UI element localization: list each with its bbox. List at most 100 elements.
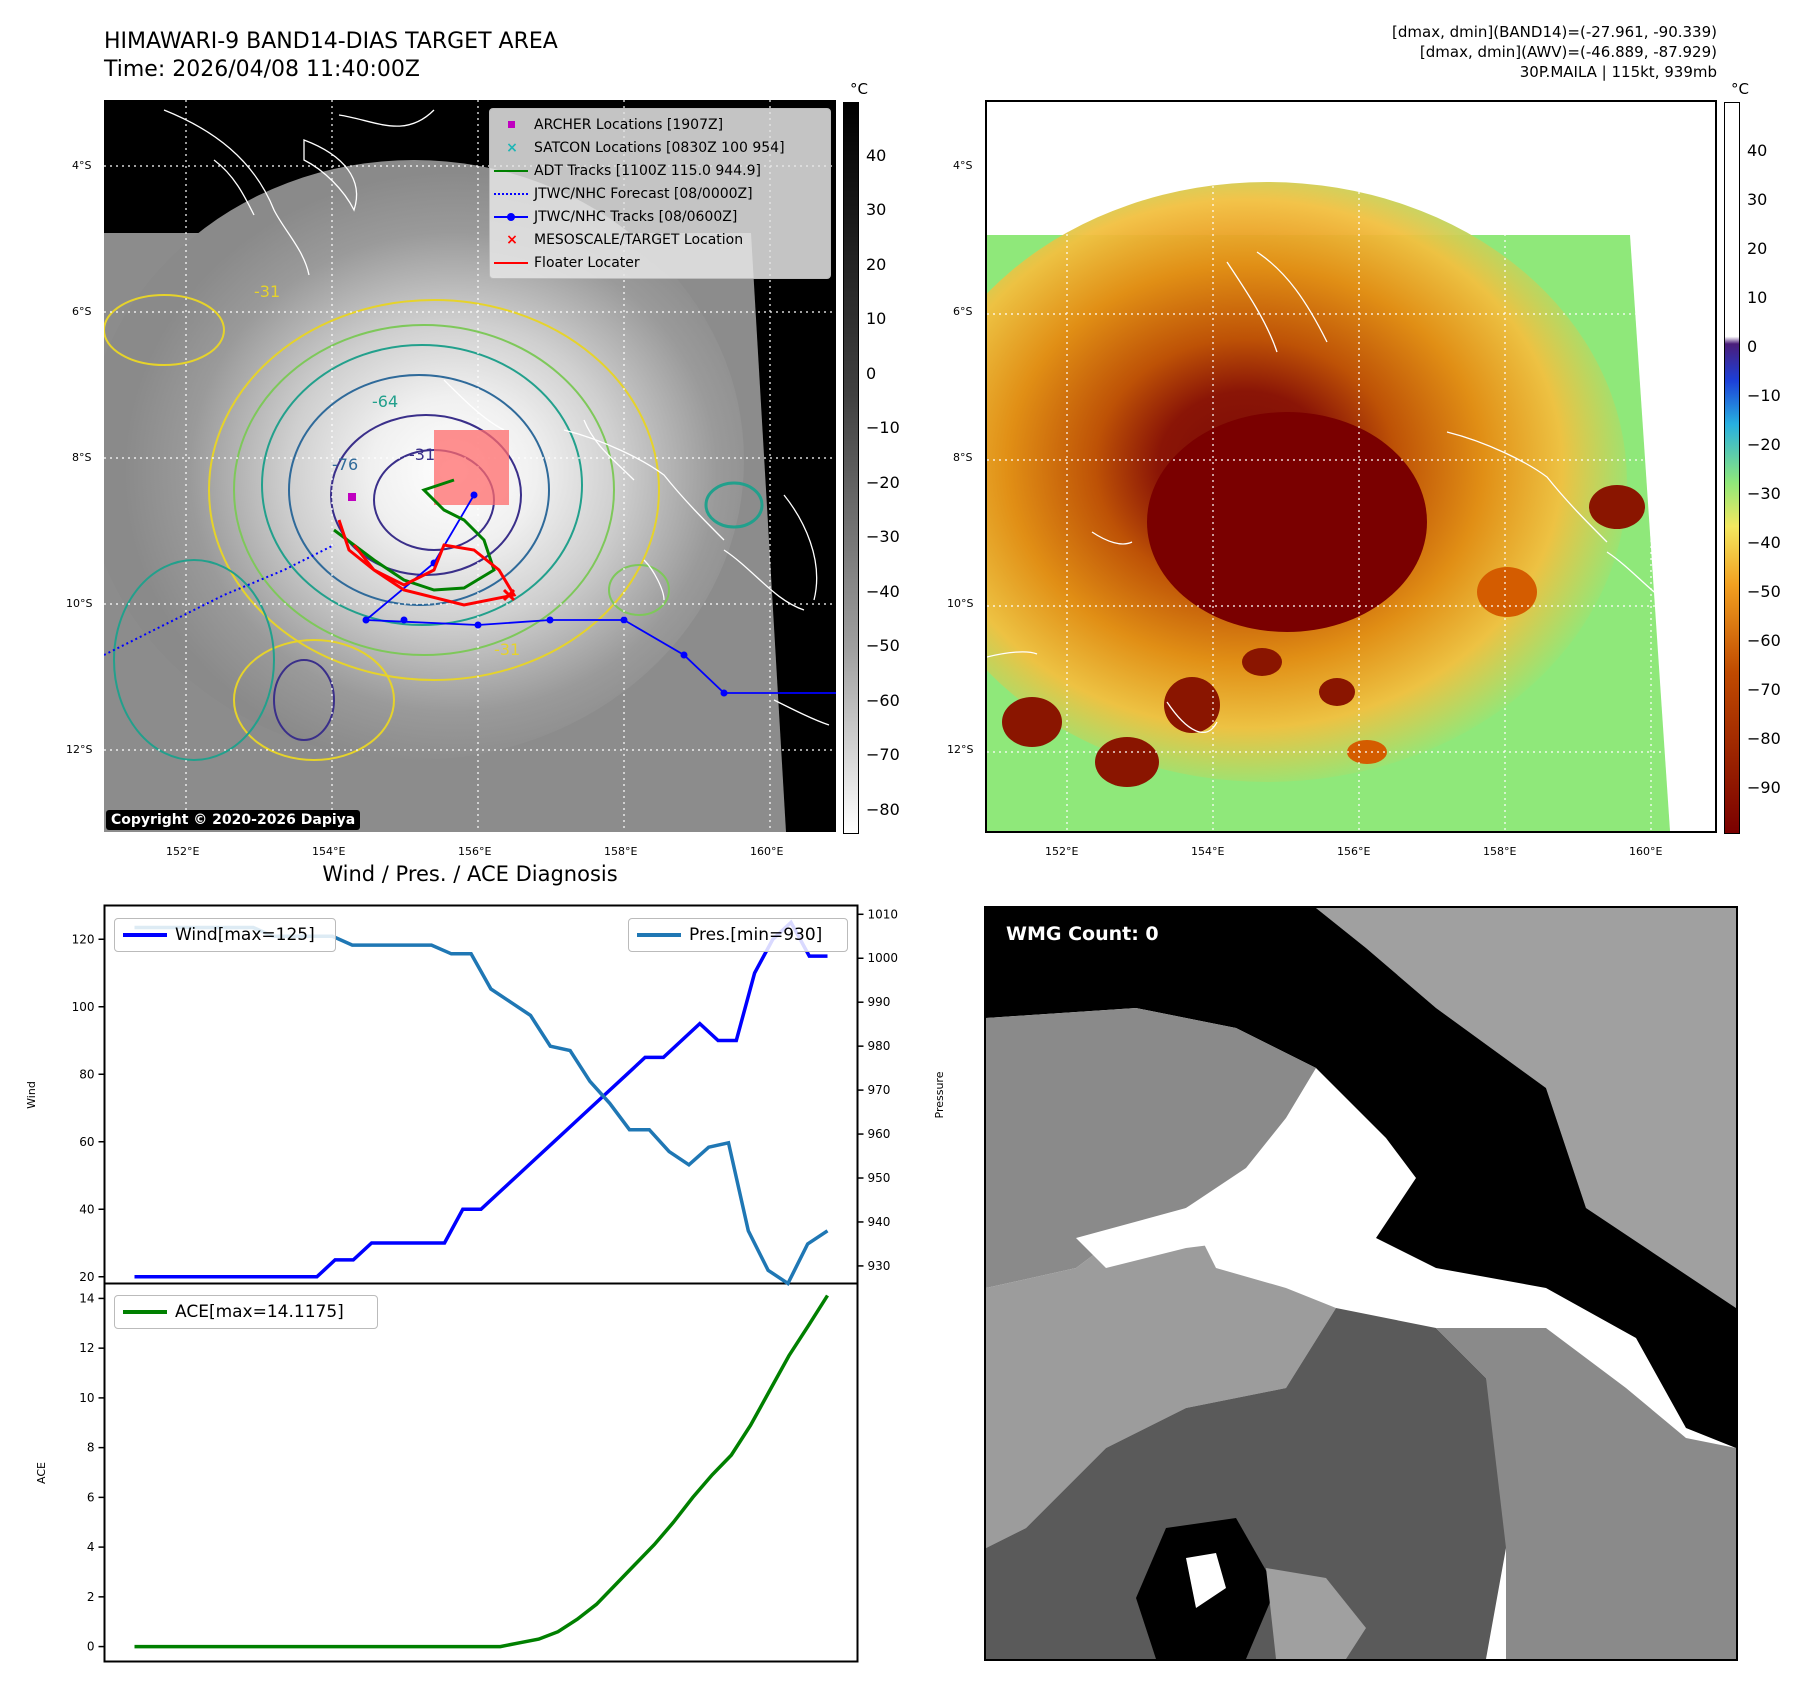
ir-lat-label: 6°S xyxy=(72,305,92,318)
contour-label-1: -31 xyxy=(254,282,280,301)
ace-axis-tick-label: 12 xyxy=(79,1341,94,1355)
ir-lon-label: 152°E xyxy=(166,845,200,858)
awv-lat-label: 4°S xyxy=(953,159,973,172)
contour-label-5: -31 xyxy=(409,445,435,464)
awv-cb-tick: −40 xyxy=(1747,533,1781,552)
ir-lon-label: 158°E xyxy=(604,845,638,858)
ir-lon-label: 156°E xyxy=(458,845,492,858)
awv-lat-label: 10°S xyxy=(947,597,974,610)
wmg-region-gray-right xyxy=(1436,1328,1736,1659)
pressure-axis: 930 940 950 960 970 980 990 1000 1010 xyxy=(857,907,899,1273)
target-marker xyxy=(502,588,516,602)
awv-gridlines xyxy=(987,102,1715,831)
legend-floater: Floater Locater xyxy=(490,251,830,274)
awv-lat-label: 6°S xyxy=(953,305,973,318)
awv-cells xyxy=(1002,485,1645,787)
ir-colorbar xyxy=(843,102,859,834)
ir-lat-label: 8°S xyxy=(72,451,92,464)
ace-legend-swatch xyxy=(123,1310,167,1314)
wmg-region-darkgray xyxy=(986,1308,1506,1659)
legend-adt-label: ADT Tracks [1100Z 115.0 944.9] xyxy=(534,162,761,179)
ir-cb-tick: −20 xyxy=(866,473,900,492)
pres-axis-tick-label: 930 xyxy=(868,1259,891,1273)
wmg-region-midgray xyxy=(986,1208,1336,1548)
pressure-axis-label: Pressure xyxy=(933,1071,946,1118)
ir-lon-label: 154°E xyxy=(312,845,346,858)
pres-axis-tick-label: 960 xyxy=(868,1127,891,1141)
wind-axis-tick-label: 100 xyxy=(72,1000,95,1014)
legend-jtwc-tracks-label: JTWC/NHC Tracks [08/0600Z] xyxy=(534,208,738,225)
ace-axis-label: ACE xyxy=(35,1462,48,1484)
legend-target: × MESOSCALE/TARGET Location xyxy=(506,231,744,248)
awv-cb-tick: 30 xyxy=(1747,190,1768,209)
copyright-label: Copyright © 2020-2026 Dapiya xyxy=(106,810,361,830)
ir-map-panel: -31 -64 -76 -31 -31 Copyright © 2020-202… xyxy=(104,100,836,832)
awv-cb-tick: −90 xyxy=(1747,778,1781,797)
floater-box xyxy=(434,430,509,505)
legend-jtwc-forecast: JTWC/NHC Forecast [08/0000Z] xyxy=(490,182,830,205)
archer-marker xyxy=(348,493,356,501)
legend-jtwc-tracks: JTWC/NHC Tracks [08/0600Z] xyxy=(490,205,830,228)
awv-lon-label: 160°E xyxy=(1629,845,1663,858)
ir-map-svg: -31 -64 -76 -31 -31 xyxy=(104,100,836,832)
ace-axis-tick-label: 6 xyxy=(87,1490,95,1504)
awv-lon-label: 158°E xyxy=(1483,845,1517,858)
ir-contours xyxy=(104,294,764,761)
map-legend: ARCHER Locations [1907Z] × SATCON Locati… xyxy=(489,108,831,279)
ir-cb-tick: −70 xyxy=(866,745,900,764)
legend-jtwc-forecast-label: JTWC/NHC Forecast [08/0000Z] xyxy=(534,185,753,202)
ace-axis-tick-label: 0 xyxy=(87,1640,95,1654)
awv-cb-tick: −30 xyxy=(1747,484,1781,503)
legend-archer: ARCHER Locations [1907Z] xyxy=(490,113,830,136)
ir-cb-tick: 10 xyxy=(866,309,887,328)
ir-cb-tick: −50 xyxy=(866,636,900,655)
ace-axis-tick-label: 8 xyxy=(87,1441,95,1455)
ir-lat-label: 12°S xyxy=(66,743,93,756)
adt-track xyxy=(333,478,496,592)
wmg-region-white-small xyxy=(1186,1553,1226,1608)
awv-map-panel xyxy=(985,100,1717,833)
contour-label-3: -76 xyxy=(332,455,358,474)
wmg-count-label: WMG Count: 0 xyxy=(996,918,1169,950)
wind-axis-tick-label: 80 xyxy=(79,1067,94,1081)
ace-axis-tick-label: 2 xyxy=(87,1590,95,1604)
legend-satcon: × SATCON Locations [0830Z 100 954] xyxy=(506,139,785,156)
contour-label-2: -64 xyxy=(372,392,398,411)
awv-cb-tick: 0 xyxy=(1747,337,1758,356)
pressure-legend-label: Pres.[min=930] xyxy=(689,925,823,945)
awv-cb-tick: −60 xyxy=(1747,631,1781,650)
pres-axis-tick-label: 1000 xyxy=(868,951,899,965)
ace-axis-tick-label: 14 xyxy=(79,1291,94,1305)
ace-legend: ACE[max=14.1175] xyxy=(114,1295,378,1329)
ir-cb-tick: 20 xyxy=(866,255,887,274)
awv-cb-tick: −70 xyxy=(1747,680,1781,699)
awv-lon-label: 152°E xyxy=(1045,845,1079,858)
wind-axis: 20 40 60 80 100 120 xyxy=(72,932,105,1284)
wind-legend-swatch xyxy=(123,933,167,937)
awv-map-svg xyxy=(987,102,1715,831)
awv-core xyxy=(1147,412,1427,632)
pres-axis-tick-label: 980 xyxy=(868,1039,891,1053)
awv-cb-tick: −50 xyxy=(1747,582,1781,601)
ace-axis-tick-label: 4 xyxy=(87,1540,95,1554)
legend-satcon-label: SATCON Locations [0830Z 100 954] xyxy=(534,139,785,156)
awv-cb-tick: −10 xyxy=(1747,386,1781,405)
pres-axis-tick-label: 950 xyxy=(868,1171,891,1185)
awv-cb-tick: 20 xyxy=(1747,239,1768,258)
wmg-svg xyxy=(986,908,1736,1659)
pressure-legend: Pres.[min=930] xyxy=(628,918,848,952)
wind-axis-tick-label: 120 xyxy=(72,932,95,946)
wmg-region-lightgray-bottom xyxy=(1266,1568,1366,1659)
wind-axis-label: Wind xyxy=(25,1081,38,1109)
wind-legend: Wind[max=125] xyxy=(114,918,336,952)
awv-lon-label: 154°E xyxy=(1191,845,1225,858)
ace-series-line xyxy=(134,1294,829,1649)
legend-target-label: MESOSCALE/TARGET Location xyxy=(534,231,744,248)
legend-archer-label: ARCHER Locations [1907Z] xyxy=(534,116,724,133)
chart-title-line2: Time: 2026/04/08 11:40:00Z xyxy=(104,57,420,82)
awv-cb-tick: −20 xyxy=(1747,435,1781,454)
ir-cb-tick: −80 xyxy=(866,800,900,819)
ir-lat-label: 4°S xyxy=(72,159,92,172)
info-line1: [dmax, dmin](BAND14)=(-27.961, -90.339) xyxy=(1392,23,1717,41)
